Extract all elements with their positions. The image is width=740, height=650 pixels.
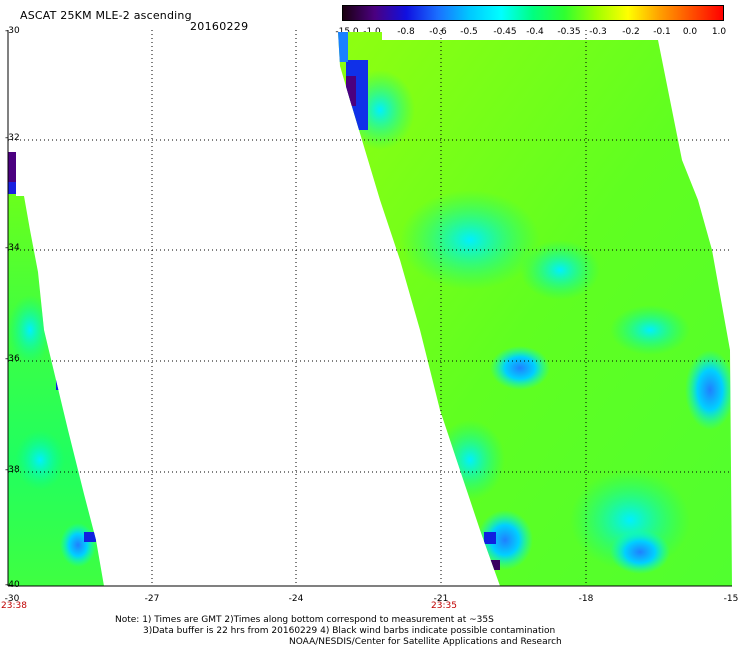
map-title: ASCAT 25KM MLE-2 ascending (20, 9, 192, 22)
footnote-line: Note: 1) Times are GMT 2)Times along bot… (115, 615, 494, 625)
colorbar-label: -0.8 (397, 27, 415, 37)
lon-label: -27 (144, 594, 160, 604)
colorbar-label: -0.2 (622, 27, 640, 37)
colorbar-label: -0.6 (429, 27, 447, 37)
gridlines (8, 30, 732, 586)
lat-label: -32 (5, 133, 20, 143)
lon-label: -21 (433, 594, 449, 604)
swath-time: 23:35 (431, 601, 457, 611)
colorbar-label: -0.5 (460, 27, 478, 37)
footnote-line: NOAA/NESDIS/Center for Satellite Applica… (289, 637, 562, 647)
colorbar-label: -0.45 (493, 27, 517, 37)
lon-label: -15 (723, 594, 739, 604)
lat-label: -34 (5, 243, 20, 253)
colorbar (342, 5, 724, 21)
lon-label: -24 (288, 594, 304, 604)
colorbar-label: -0.3 (589, 27, 607, 37)
map-date: 20160229 (190, 20, 249, 33)
lon-label: -30 (4, 594, 20, 604)
lat-label: -38 (5, 465, 20, 475)
footnote-line: 3)Data buffer is 22 hrs from 20160229 4)… (143, 626, 556, 636)
colorbar-label: 0.0 (682, 27, 698, 37)
colorbar-label: 1.0 (711, 27, 727, 37)
left-swath (8, 152, 104, 586)
swath-time: 23:38 (1, 601, 27, 611)
lat-label: -36 (5, 354, 20, 364)
lat-label: -40 (5, 580, 20, 590)
colorbar-label: -0.4 (526, 27, 544, 37)
colorbar-label: -0.35 (557, 27, 581, 37)
lat-label: -30 (5, 26, 20, 36)
right-swath (338, 32, 732, 586)
colorbar-label: -0.1 (653, 27, 671, 37)
lon-label: -18 (578, 594, 594, 604)
